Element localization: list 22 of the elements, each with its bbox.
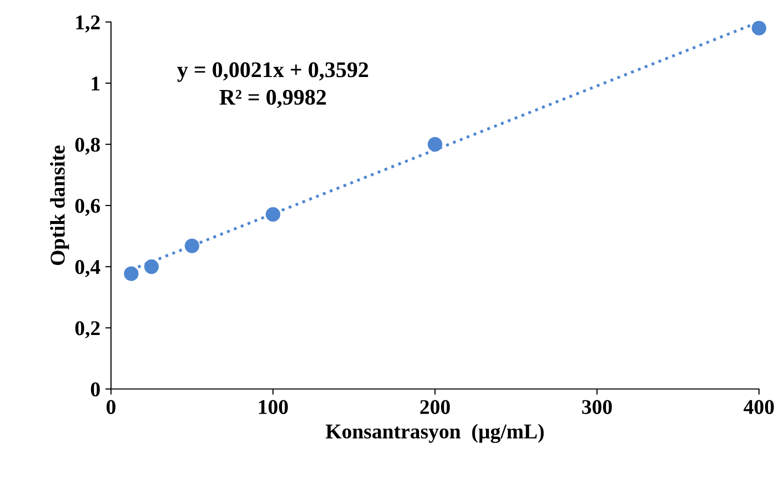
point [144, 259, 159, 274]
y-tick-label: 0,4 [75, 260, 100, 278]
x-tick-label: 400 [744, 400, 774, 414]
point [428, 137, 442, 152]
x-tick-label: 200 [420, 400, 450, 414]
point [124, 266, 139, 281]
y-tick-label: 0,2 [75, 321, 100, 338]
y-tick-label: 0,8 [75, 138, 100, 155]
y-tick-label: 0 [90, 382, 100, 396]
x-tick-label: 300 [582, 400, 612, 414]
point [752, 20, 766, 36]
point [184, 238, 200, 254]
x-axis-title: Konsantrasyon (µg/mL) [326, 424, 544, 443]
point [266, 207, 280, 222]
x-tick-label: 100 [259, 400, 288, 414]
annotation: R² = 0,9982 [220, 90, 326, 108]
y-tick-label: 0,6 [75, 198, 100, 216]
y-tick-label: 1,2 [76, 15, 100, 32]
annotation: y = 0,0021x + 0,3592 [177, 62, 368, 82]
x-tick-label: 0 [106, 400, 116, 414]
y-axis-title: Optik dansite [50, 146, 69, 265]
y-tick-label: 1 [92, 76, 100, 90]
